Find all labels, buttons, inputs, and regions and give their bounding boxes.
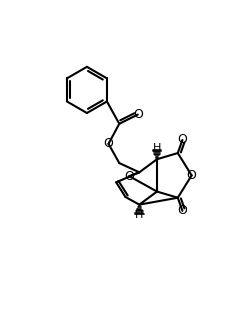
Text: O: O	[178, 133, 187, 146]
Text: H: H	[153, 143, 161, 153]
Text: H: H	[135, 210, 144, 220]
Text: O: O	[178, 204, 187, 217]
Text: O: O	[124, 170, 134, 183]
Text: O: O	[103, 137, 113, 150]
Text: O: O	[133, 108, 143, 121]
Text: O: O	[187, 169, 197, 182]
